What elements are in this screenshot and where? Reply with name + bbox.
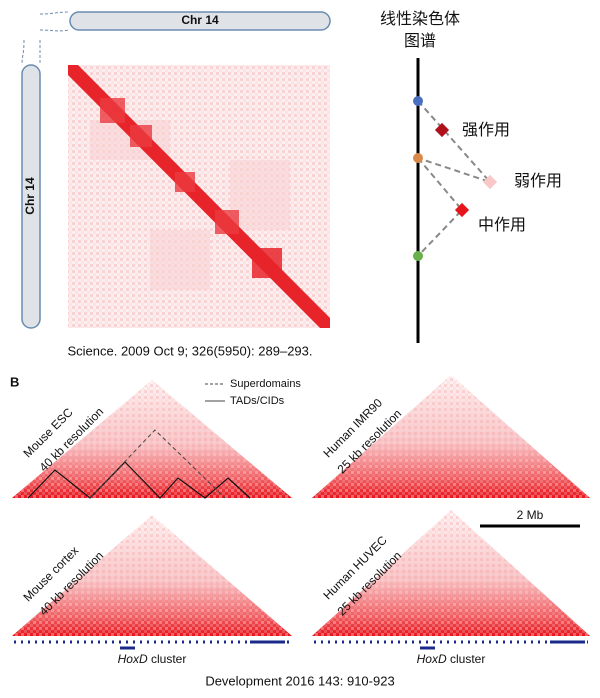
gene-suffix: cluster: [151, 652, 186, 666]
schematic-title: 图谱: [404, 32, 436, 50]
gene-name: HoxD: [417, 652, 447, 666]
heatmap: [68, 65, 330, 328]
gene-label: HoxD cluster: [417, 652, 486, 666]
schematic-title: 线性染色体: [380, 10, 460, 28]
legend-entry: TADs/CIDs: [230, 395, 285, 407]
chromosome-left: Chr 14: [21, 39, 41, 329]
gene-name: HoxD: [118, 652, 148, 666]
interaction-label: 中作用: [478, 216, 526, 234]
interaction-label: 强作用: [462, 121, 510, 139]
hic-triangle: [312, 510, 590, 636]
gene-label: HoxD cluster: [118, 652, 187, 666]
hic-triangle: [12, 515, 292, 636]
citation: Development 2016 143: 910-923: [205, 673, 394, 688]
gene-suffix: cluster: [450, 652, 485, 666]
hic-triangle: [312, 375, 590, 498]
citation: Science. 2009 Oct 9; 326(5950): 289–293.: [67, 343, 312, 358]
chromosome-top: Chr 14: [39, 11, 331, 32]
scale-bar-label: 2 Mb: [517, 508, 544, 522]
legend-entry: Superdomains: [230, 378, 301, 390]
interaction-label: 弱作用: [514, 172, 562, 190]
chromosome-label: Chr 14: [181, 13, 219, 27]
hic-triangle: [12, 380, 292, 499]
chromosome-label: Chr 14: [23, 177, 37, 215]
schematic: [413, 58, 498, 343]
panel-label: B: [10, 374, 19, 389]
gene-track: [14, 640, 588, 650]
